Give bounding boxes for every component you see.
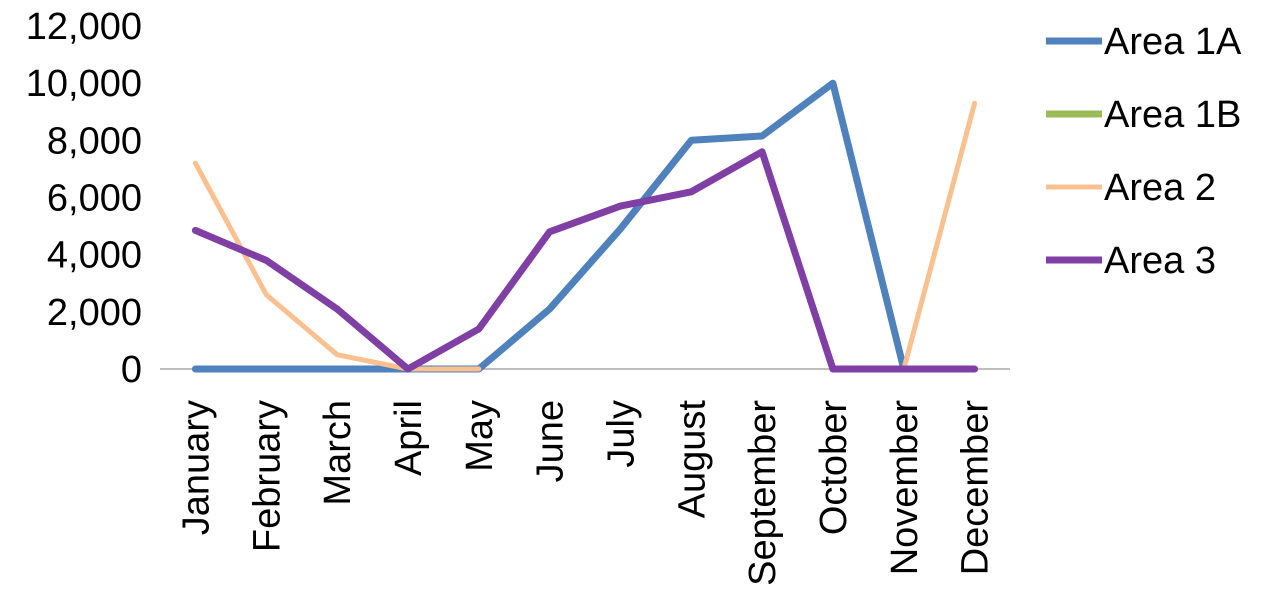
y-tick-label: 2,000 bbox=[47, 292, 142, 334]
x-tick-label: January bbox=[175, 400, 217, 535]
x-tick-label: September bbox=[742, 400, 784, 586]
plot-area: 0 2,000 4,000 6,000 8,000 10,000 12,000 Januar… bbox=[26, 6, 1010, 586]
x-tick-label: July bbox=[600, 400, 642, 468]
y-tick-label: 12,000 bbox=[26, 6, 142, 48]
x-tick-label: October bbox=[813, 400, 855, 536]
y-tick-label: 6,000 bbox=[47, 178, 142, 220]
x-tick-label: March bbox=[317, 400, 359, 506]
y-axis-ticks: 0 2,000 4,000 6,000 8,000 10,000 12,000 bbox=[26, 6, 142, 391]
series-line-area-1a bbox=[191, 79, 908, 373]
series-line-area-2 bbox=[192, 160, 482, 372]
series-lines bbox=[191, 79, 979, 373]
x-tick-label: August bbox=[671, 400, 713, 519]
x-tick-label: December bbox=[955, 400, 997, 576]
x-tick-label: April bbox=[388, 400, 430, 476]
x-tick-label: May bbox=[459, 400, 501, 472]
y-tick-label: 0 bbox=[121, 349, 142, 391]
x-axis-ticks: January February March April May June July Augu… bbox=[175, 400, 996, 586]
legend-label: Area 1B bbox=[1104, 94, 1241, 136]
series-line-area-3 bbox=[191, 148, 979, 373]
y-tick-label: 8,000 bbox=[47, 120, 142, 162]
x-tick-label: February bbox=[246, 400, 288, 552]
x-tick-label: November bbox=[884, 400, 926, 576]
y-tick-label: 10,000 bbox=[26, 63, 142, 105]
legend: Area 1A Area 1B Area 2 Area 3 bbox=[1046, 21, 1242, 282]
legend-label: Area 3 bbox=[1104, 240, 1216, 282]
x-tick-label: June bbox=[530, 400, 572, 482]
legend-label: Area 2 bbox=[1104, 167, 1216, 209]
series-line-area-2 bbox=[901, 100, 978, 372]
legend-label: Area 1A bbox=[1104, 21, 1242, 63]
y-tick-label: 4,000 bbox=[47, 235, 142, 277]
